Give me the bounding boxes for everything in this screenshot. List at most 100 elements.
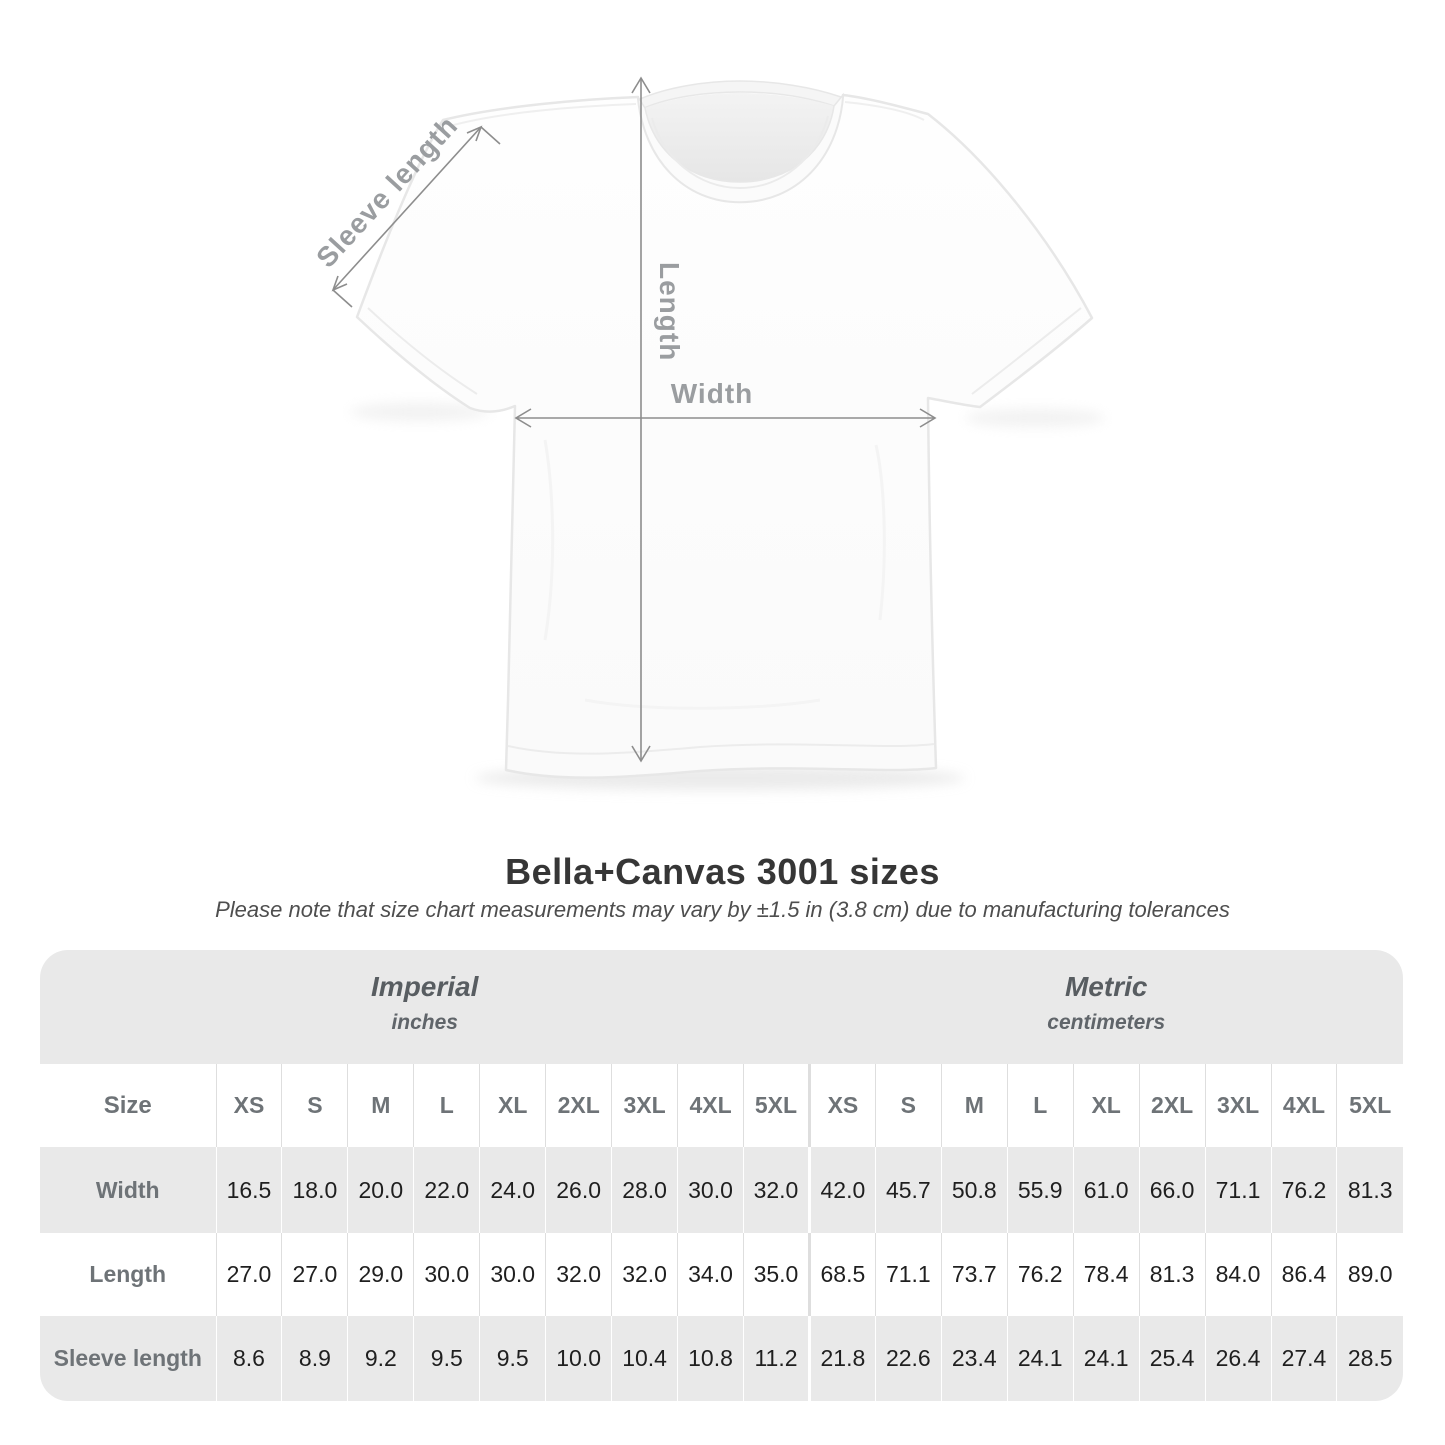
- size-col-header-metric-s: S: [874, 1064, 942, 1147]
- size-col-header-metric-4xl: 4XL: [1270, 1064, 1337, 1147]
- tshirt-body: [355, 93, 1094, 779]
- sleeve-length-arrow: [331, 125, 501, 308]
- page-title: Bella+Canvas 3001 sizes: [505, 851, 940, 892]
- value-cell-imperial: 8.6: [215, 1316, 282, 1401]
- value-cell-metric: 24.1: [1006, 1316, 1074, 1401]
- width-label: Width: [671, 378, 754, 409]
- value-cell-metric: 76.2: [1270, 1147, 1337, 1233]
- value-cell-imperial: 8.9: [281, 1316, 348, 1401]
- collar-stitch: [651, 115, 829, 190]
- value-cell-metric: 71.1: [874, 1233, 942, 1316]
- metric-group-label: Metric: [1064, 971, 1148, 1002]
- wrinkle: [874, 444, 886, 621]
- value-cell-metric: 27.4: [1270, 1316, 1337, 1401]
- value-cell-metric: 42.0: [807, 1147, 876, 1233]
- value-cell-imperial: 9.5: [479, 1316, 546, 1401]
- value-cell-imperial: 11.2: [743, 1316, 810, 1401]
- value-cell-metric: 50.8: [940, 1147, 1008, 1233]
- wrinkle: [584, 698, 821, 710]
- value-cell-imperial: 10.8: [677, 1316, 744, 1401]
- value-cell-metric: 89.0: [1336, 1233, 1403, 1316]
- imperial-group-label: Imperial: [371, 971, 479, 1002]
- size-col-header-imperial-m: M: [347, 1064, 414, 1147]
- value-cell-imperial: 35.0: [743, 1233, 810, 1316]
- imperial-group-unit: inches: [391, 1011, 458, 1034]
- value-cell-imperial: 27.0: [281, 1233, 348, 1316]
- right-shoulder-seam: [844, 101, 925, 121]
- value-cell-imperial: 24.0: [479, 1147, 546, 1233]
- size-chart-table: Imperial inches Metric centimeters Size …: [40, 950, 1403, 1401]
- value-cell-imperial: 30.0: [413, 1233, 480, 1316]
- size-col-header-metric-5xl: 5XL: [1336, 1064, 1403, 1147]
- size-header-row: Size XS S M L XL 2XL 3XL 4XL 5XL XS S M L XL 2XL 3XL 4XL…: [40, 1064, 1403, 1147]
- value-cell-imperial: 28.0: [611, 1147, 678, 1233]
- size-corner-label: Size: [40, 1064, 216, 1147]
- row-label: Sleeve length: [40, 1316, 216, 1401]
- size-col-header-imperial-xs: XS: [215, 1064, 282, 1147]
- value-cell-metric: 78.4: [1072, 1233, 1140, 1316]
- value-cell-imperial: 9.2: [347, 1316, 414, 1401]
- value-cell-imperial: 27.0: [215, 1233, 282, 1316]
- unit-group-row: Imperial inches Metric centimeters: [40, 950, 1403, 1064]
- length-arrow: [631, 76, 651, 763]
- value-cell-metric: 86.4: [1270, 1233, 1337, 1316]
- metric-group-header: Metric centimeters: [809, 950, 1403, 1064]
- value-cell-metric: 61.0: [1072, 1147, 1140, 1233]
- measure-row-sleeve-length: Sleeve length 8.6 8.9 9.2 9.5 9.5 10.0 10.4 10.8…: [40, 1316, 1403, 1401]
- value-cell-imperial: 22.0: [413, 1147, 480, 1233]
- measure-row-length: Length 27.0 27.0 29.0 30.0 30.0 32.0 32.0 34.0 35…: [40, 1233, 1403, 1316]
- size-col-header-imperial-5xl: 5XL: [743, 1064, 810, 1147]
- imperial-group-header: Imperial inches: [40, 950, 810, 1064]
- size-chart-table-container: Imperial inches Metric centimeters Size …: [40, 950, 1403, 1401]
- size-col-header-imperial-xl: XL: [479, 1064, 546, 1147]
- value-cell-imperial: 10.0: [545, 1316, 612, 1401]
- size-col-header-metric-m: M: [940, 1064, 1008, 1147]
- value-cell-metric: 73.7: [940, 1233, 1008, 1316]
- value-cell-metric: 25.4: [1138, 1316, 1206, 1401]
- size-table-body: Width 16.5 18.0 20.0 22.0 24.0 26.0 28.0 30.0 32.…: [40, 1147, 1403, 1401]
- value-cell-imperial: 34.0: [677, 1233, 744, 1316]
- value-cell-imperial: 16.5: [215, 1147, 282, 1233]
- length-label: Length: [654, 262, 685, 361]
- value-cell-imperial: 29.0: [347, 1233, 414, 1316]
- value-cell-metric: 81.3: [1138, 1233, 1206, 1316]
- value-cell-metric: 71.1: [1204, 1147, 1271, 1233]
- value-cell-metric: 26.4: [1204, 1316, 1271, 1401]
- value-cell-imperial: 30.0: [479, 1233, 546, 1316]
- size-col-header-metric-xs: XS: [807, 1064, 876, 1147]
- left-shoulder-seam: [449, 103, 637, 127]
- tshirt-measurement-diagram: Sleeve length Length Width: [310, 76, 1105, 790]
- value-cell-imperial: 26.0: [545, 1147, 612, 1233]
- front-collar-band: [637, 92, 844, 203]
- value-cell-metric: 45.7: [874, 1147, 942, 1233]
- value-cell-metric: 81.3: [1336, 1147, 1403, 1233]
- size-col-header-imperial-2xl: 2XL: [545, 1064, 612, 1147]
- value-cell-imperial: 32.0: [545, 1233, 612, 1316]
- size-col-header-imperial-4xl: 4XL: [677, 1064, 744, 1147]
- value-cell-metric: 76.2: [1006, 1233, 1074, 1316]
- left-sleeve-hem-stitch: [367, 307, 478, 395]
- size-col-header-imperial-l: L: [413, 1064, 480, 1147]
- row-label: Width: [40, 1147, 216, 1233]
- neck-opening: [645, 93, 834, 182]
- metric-group-unit: centimeters: [1047, 1011, 1166, 1034]
- left-sleeve-shadow: [350, 403, 490, 421]
- size-col-header-metric-l: L: [1006, 1064, 1074, 1147]
- size-col-header-metric-xl: XL: [1072, 1064, 1140, 1147]
- value-cell-metric: 66.0: [1138, 1147, 1206, 1233]
- measure-row-width: Width 16.5 18.0 20.0 22.0 24.0 26.0 28.0 30.0 32.…: [40, 1147, 1403, 1233]
- size-col-header-imperial-3xl: 3XL: [611, 1064, 678, 1147]
- wrinkle: [543, 439, 555, 641]
- value-cell-metric: 21.8: [807, 1316, 876, 1401]
- value-cell-metric: 24.1: [1072, 1316, 1140, 1401]
- value-cell-metric: 84.0: [1204, 1233, 1271, 1316]
- value-cell-imperial: 10.4: [611, 1316, 678, 1401]
- row-label: Length: [40, 1233, 216, 1316]
- width-arrow: [514, 408, 937, 428]
- value-cell-metric: 23.4: [940, 1316, 1008, 1401]
- value-cell-imperial: 9.5: [413, 1316, 480, 1401]
- size-col-header-metric-2xl: 2XL: [1138, 1064, 1206, 1147]
- right-sleeve-shadow: [965, 409, 1105, 427]
- size-col-header-metric-3xl: 3XL: [1204, 1064, 1271, 1147]
